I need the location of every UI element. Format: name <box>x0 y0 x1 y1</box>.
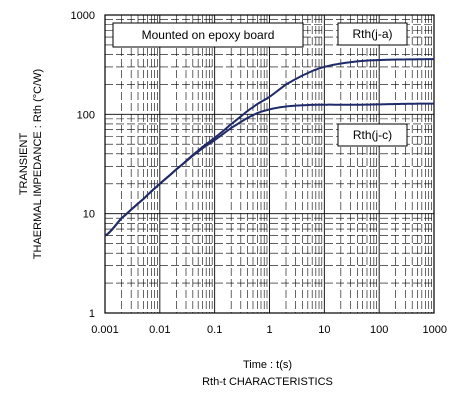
x-tick-label: 1000 <box>423 324 447 336</box>
annotation-box: Mounted on epoxy board <box>112 22 304 48</box>
series-lines <box>104 58 435 237</box>
annotation-text: Mounted on epoxy board <box>142 28 275 42</box>
y-tick-label: 1 <box>89 308 95 320</box>
y-axis-title-line-2: THAERMAL IMPEDANCE : Rth (°C/W) <box>32 69 44 259</box>
x-tick-label: 10 <box>318 324 330 336</box>
x-tick-label: 0.001 <box>91 324 119 336</box>
y-tick-label: 10 <box>83 209 95 221</box>
series-labels: Rth(j-a) Rth(j-c) <box>337 22 408 147</box>
series-label-rth-j-c: Rth(j-c) <box>353 128 392 142</box>
plot-frame <box>104 14 435 314</box>
x-tick-label: 0.1 <box>207 324 222 336</box>
x-tick-label: 1 <box>266 324 272 336</box>
series-label-rth-j-a: Rth(j-a) <box>352 27 392 41</box>
y-tick-labels: 1 10 100 1000 <box>71 10 95 320</box>
x-tick-labels: 0.001 0.01 0.1 1 10 100 1000 <box>91 324 447 336</box>
y-tick-label: 100 <box>77 109 95 121</box>
x-axis-title: Time : t(s) <box>243 359 292 371</box>
x-tick-label: 0.01 <box>149 324 170 336</box>
y-axis-title-line-1: TRANSIENT <box>18 133 30 196</box>
series-label-box-rth-j-a: Rth(j-a) <box>337 22 408 46</box>
x-tick-label: 100 <box>370 324 388 336</box>
series-line-rth-j-c <box>104 102 434 237</box>
chart-caption: Rth-t CHARACTERISTICS <box>202 376 333 388</box>
y-tick-label: 1000 <box>71 10 95 22</box>
minor-grid <box>105 15 434 313</box>
series-label-box-rth-j-c: Rth(j-c) <box>337 123 408 147</box>
